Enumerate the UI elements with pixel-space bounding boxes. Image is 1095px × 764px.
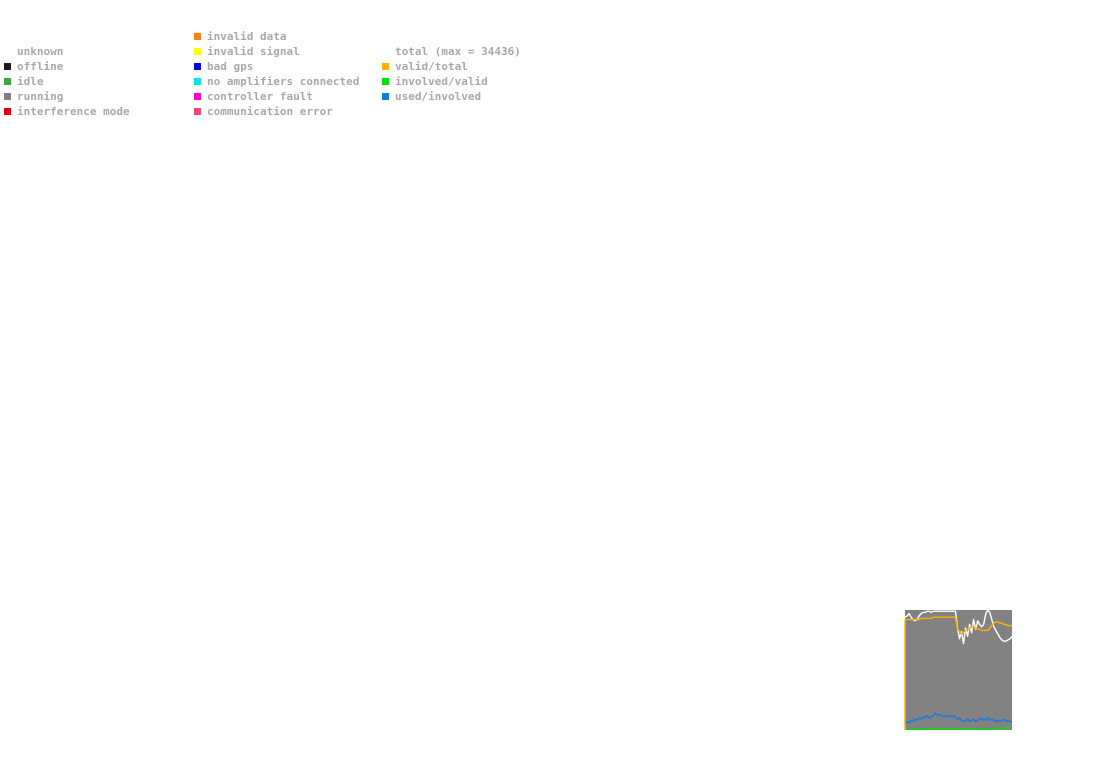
- legend-label: offline: [17, 60, 64, 73]
- legend-swatch: [194, 33, 201, 40]
- legend-item: communication error: [194, 105, 333, 120]
- legend-item: offline: [4, 60, 63, 75]
- legend-swatch: [4, 48, 11, 55]
- legend-item: invalid data: [194, 30, 286, 45]
- plot-background: [905, 610, 1012, 730]
- legend-item: idle: [4, 75, 44, 90]
- series-line-1: [905, 616, 1012, 635]
- legend-swatch: [382, 93, 389, 100]
- legend-item: interference mode: [4, 105, 130, 120]
- legend-label: controller fault: [207, 90, 313, 103]
- legend-swatch: [382, 48, 389, 55]
- legend-item: running: [4, 90, 63, 105]
- legend-label: idle: [17, 75, 44, 88]
- legend-label: bad gps: [207, 60, 254, 73]
- legend-swatch: [382, 78, 389, 85]
- legend-item: no amplifiers connected: [194, 75, 359, 90]
- legend-item: total (max = 34436): [382, 45, 521, 60]
- legend-item: valid/total: [382, 60, 468, 75]
- legend-swatch: [4, 93, 11, 100]
- legend-swatch: [4, 78, 11, 85]
- series-line-2: [905, 725, 1012, 730]
- legend-swatch: [4, 63, 11, 70]
- legend-item: used/involved: [382, 90, 481, 105]
- legend-item: unknown: [4, 45, 63, 60]
- legend-swatch: [194, 78, 201, 85]
- legend-item: bad gps: [194, 60, 253, 75]
- legend-label: no amplifiers connected: [207, 75, 360, 88]
- legend-label: unknown: [17, 45, 64, 58]
- status-chart: [904, 609, 1013, 730]
- legend-swatch: [194, 108, 201, 115]
- legend-label: running: [17, 90, 64, 103]
- legend-label: invalid signal: [207, 45, 300, 58]
- legend-label: interference mode: [17, 105, 130, 118]
- legend-item: involved/valid: [382, 75, 488, 90]
- legend-item: controller fault: [194, 90, 313, 105]
- legend-swatch: [194, 63, 201, 70]
- legend-label: used/involved: [395, 90, 482, 103]
- legend-swatch: [194, 93, 201, 100]
- legend-swatch: [194, 48, 201, 55]
- legend-swatch: [382, 63, 389, 70]
- series-line-0: [904, 609, 1013, 645]
- legend-swatch: [4, 108, 11, 115]
- legend-label: involved/valid: [395, 75, 488, 88]
- legend-item: invalid signal: [194, 45, 300, 60]
- legend-label: invalid data: [207, 30, 287, 43]
- legend-label: valid/total: [395, 60, 468, 73]
- legend-label: total (max = 34436): [395, 45, 521, 58]
- series-line-3: [904, 712, 1012, 725]
- legend-label: communication error: [207, 105, 333, 118]
